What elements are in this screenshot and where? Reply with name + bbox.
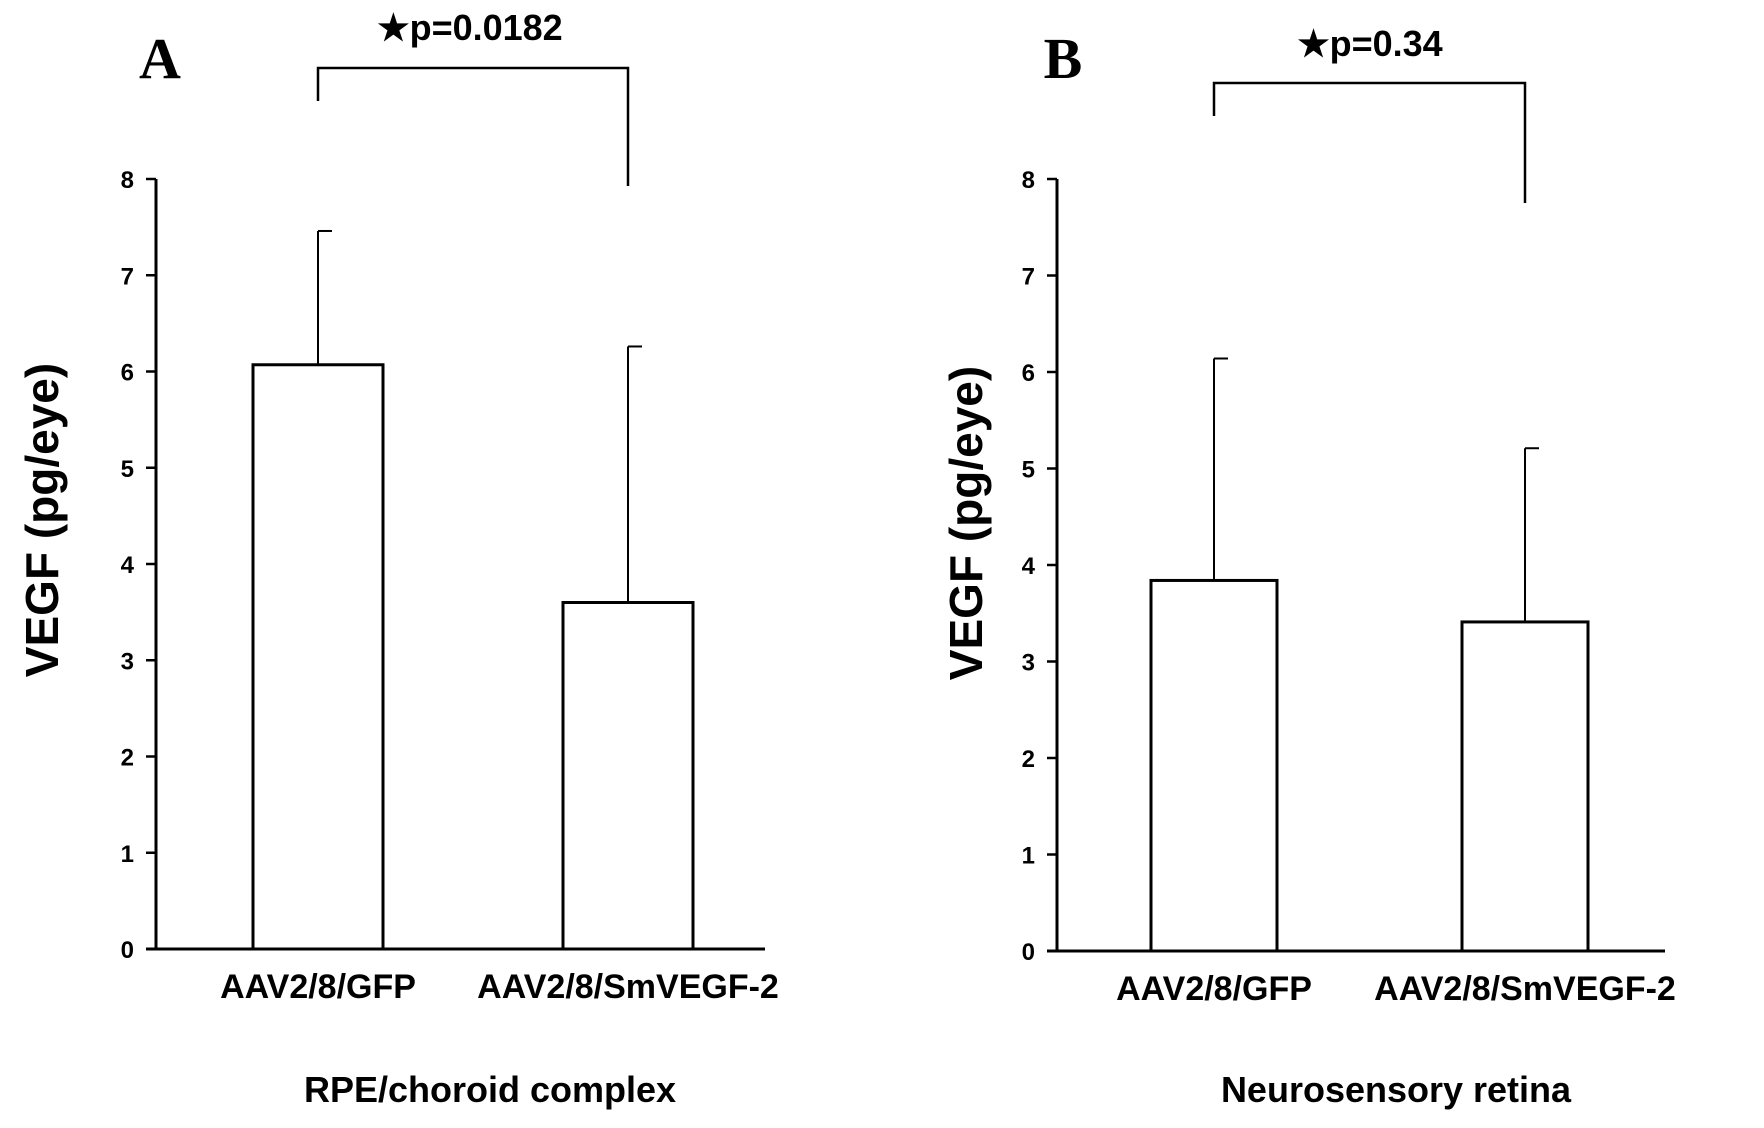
y-tick-label: 0 xyxy=(121,937,134,964)
bar xyxy=(561,601,695,951)
significance-star-icon: ★ xyxy=(377,7,409,48)
p-value-text: p=0.34 xyxy=(1330,23,1443,64)
p-value-text: p=0.0182 xyxy=(410,7,563,48)
panel-a: A 0 1 2 3 4 5 6 7 8 AAV2/8/GFP AAV2/8/SmVEGF-2 ★p=0.… xyxy=(16,7,779,1110)
y-tick-label: 3 xyxy=(121,648,134,675)
y-tick-label: 3 xyxy=(1022,650,1035,677)
category-label: AAV2/8/SmVEGF-2 xyxy=(1374,970,1676,1008)
significance-bracket xyxy=(1212,81,1527,203)
significance-label: ★p=0.34 xyxy=(1297,23,1442,64)
y-tick-label: 1 xyxy=(1022,843,1035,870)
y-tick-label: 7 xyxy=(121,263,134,290)
bar xyxy=(1149,578,1279,953)
y-axis-title: VEGF (pg/eye) xyxy=(16,363,68,677)
x-axis-title: RPE/choroid complex xyxy=(304,1069,676,1110)
category-label: AAV2/8/GFP xyxy=(220,968,416,1006)
y-tick-label: 0 xyxy=(1022,939,1035,966)
significance-bracket xyxy=(316,66,630,186)
panel-letter: B xyxy=(1044,26,1083,91)
y-tick-label: 6 xyxy=(1022,360,1035,387)
bar xyxy=(251,363,385,951)
y-tick-label: 2 xyxy=(121,745,134,772)
y-tick-label: 4 xyxy=(121,552,135,579)
y-tick-label: 7 xyxy=(1022,264,1035,291)
y-tick-label: 8 xyxy=(1022,167,1035,194)
y-tick-label: 5 xyxy=(1022,457,1035,484)
y-tick-label: 2 xyxy=(1022,746,1035,773)
y-tick-label: 5 xyxy=(121,456,134,483)
y-tick-label: 1 xyxy=(121,841,134,868)
y-tick-label: 6 xyxy=(121,360,134,387)
y-axis-title: VEGF (pg/eye) xyxy=(940,366,992,680)
category-label: AAV2/8/GFP xyxy=(1116,970,1312,1008)
y-tick-label: 8 xyxy=(121,167,134,194)
significance-label: ★p=0.0182 xyxy=(377,7,562,48)
x-axis-title: Neurosensory retina xyxy=(1221,1069,1572,1110)
panel-letter: A xyxy=(139,26,181,91)
category-label: AAV2/8/SmVEGF-2 xyxy=(477,968,779,1006)
bar xyxy=(1460,620,1590,953)
y-tick-label: 4 xyxy=(1022,553,1036,580)
significance-star-icon: ★ xyxy=(1297,23,1329,64)
panel-b: B 0 1 2 3 4 5 6 7 8 AAV2/8/GFP AAV2/8/SmVEGF-2 ★p=0.… xyxy=(940,23,1676,1110)
